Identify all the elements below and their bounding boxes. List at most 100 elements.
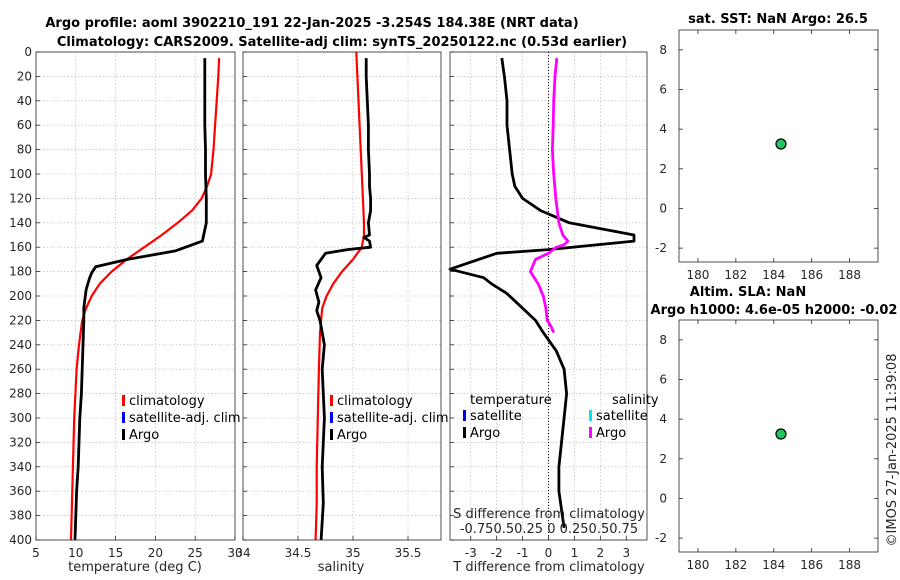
legend-swatch: [122, 412, 125, 423]
depth-tick-label: 60: [17, 118, 32, 132]
depth-tick-label: 200: [9, 289, 32, 303]
salinity-xtick-label: 34.5: [285, 546, 312, 560]
sst-ytick-label: 6: [659, 82, 667, 96]
difference-series-argo-s: [529, 57, 570, 334]
salinity-series-climatology: [314, 51, 366, 541]
difference-top-ticklabels: -0.750.50.25 0 0.250.50.75: [460, 522, 638, 537]
salinity-xlabel: salinity: [318, 560, 365, 575]
sst-xtick-label: 186: [800, 268, 823, 282]
sst-ytick-label: 8: [659, 43, 667, 57]
legend-label: satellite: [470, 409, 522, 424]
sst-ytick-label: -2: [655, 241, 667, 255]
sst-ytick-label: 2: [659, 162, 667, 176]
altim-xtick-label: 184: [762, 558, 785, 572]
salinity-xtick-label: 34: [235, 546, 250, 560]
temperature-xlabel: temperature (deg C): [68, 560, 202, 575]
figure-title-line2: Climatology: CARS2009. Satellite-adj cli…: [57, 35, 627, 50]
temperature-series-climatology: [69, 58, 221, 541]
legend-label: Argo: [129, 428, 159, 443]
depth-tick-label: 140: [9, 216, 32, 230]
legend-swatch: [463, 410, 466, 421]
difference-xtick-label: 3: [622, 546, 630, 560]
legend-title-salinity: salinity: [612, 393, 659, 408]
temperature-xtick-label: 15: [108, 546, 123, 560]
legend-label: Argo: [470, 426, 500, 441]
depth-tick-label: 320: [9, 435, 32, 449]
altim-ytick-label: 2: [659, 452, 667, 466]
sst-xtick-label: 182: [724, 268, 747, 282]
depth-tick-label: 400: [9, 533, 32, 547]
salinity-xtick-label: 35: [345, 546, 360, 560]
depth-tick-label: 380: [9, 509, 32, 523]
legend-swatch: [330, 395, 333, 406]
altim-title: Altim. SLA: NaN: [690, 285, 806, 300]
temperature-xtick-label: 20: [148, 546, 163, 560]
depth-tick-label: 80: [17, 143, 32, 157]
difference-xlabel-top: S difference from climatology: [453, 507, 645, 522]
legend-swatch: [122, 395, 125, 406]
salinity-series-argo: [314, 58, 373, 541]
legend-swatch: [589, 427, 592, 438]
legend-label: satellite: [596, 409, 648, 424]
altim-xtick-label: 182: [724, 558, 747, 572]
temperature-panel: 5 10 15 20 25 3002040608010012014016018020022…: [9, 45, 243, 560]
legend-label: climatology: [129, 394, 205, 409]
temperature-xtick-label: 30: [227, 546, 242, 560]
difference-xtick-label: -3: [465, 546, 477, 560]
sst-xtick-label: 184: [762, 268, 785, 282]
depth-tick-label: 120: [9, 191, 32, 205]
salinity-xtick-label: 35.5: [395, 546, 422, 560]
altim-ytick-label: 6: [659, 372, 667, 386]
difference-xtick-label: -2: [491, 546, 503, 560]
legend-swatch: [330, 429, 333, 440]
altim-axes-box: [678, 319, 879, 553]
difference-xtick-label: 0: [545, 546, 553, 560]
sst-xtick-label: 180: [686, 268, 709, 282]
depth-tick-label: 180: [9, 265, 32, 279]
depth-tick-label: 340: [9, 460, 32, 474]
legend-title-temperature: temperature: [470, 393, 552, 408]
temperature-series-argo: [73, 58, 208, 541]
altim-ytick-label: 8: [659, 333, 667, 347]
altim-title-2: Argo h1000: 4.6e-05 h2000: -0.02: [651, 303, 898, 318]
legend-swatch: [122, 429, 125, 440]
sst-ytick-label: 4: [659, 122, 667, 136]
difference-xtick-label: 2: [597, 546, 605, 560]
altim-xtick-label: 186: [800, 558, 823, 572]
temperature-xtick-label: 10: [68, 546, 83, 560]
altim-ytick-label: -2: [655, 531, 667, 545]
legend-label: satellite-adj. clim: [337, 411, 449, 426]
depth-tick-label: 40: [17, 94, 32, 108]
sst-data-point: [775, 138, 787, 150]
depth-tick-label: 100: [9, 167, 32, 181]
legend-label: Argo: [596, 426, 626, 441]
depth-tick-label: 0: [24, 45, 32, 59]
depth-tick-label: 280: [9, 387, 32, 401]
altim-xtick-label: 180: [686, 558, 709, 572]
figure-title-line1: Argo profile: aoml 3902210_191 22-Jan-20…: [45, 16, 578, 31]
altim-ytick-label: 4: [659, 412, 667, 426]
altim-ytick-label: 0: [659, 491, 667, 505]
sst-xtick-label: 188: [838, 268, 861, 282]
difference-xtick-label: 1: [571, 546, 579, 560]
depth-tick-label: 160: [9, 240, 32, 254]
depth-tick-label: 260: [9, 362, 32, 376]
temperature-xtick-label: 25: [188, 546, 203, 560]
legend-label: satellite-adj. clim: [129, 411, 241, 426]
sst-panel: 180 182 184 186 188 -2 0 2 4 6 8: [655, 29, 879, 282]
depth-tick-label: 360: [9, 484, 32, 498]
legend-swatch: [589, 410, 592, 421]
legend-label: Argo: [337, 428, 367, 443]
altim-data-point: [775, 428, 787, 440]
legend-swatch: [463, 427, 466, 438]
sst-ytick-label: 0: [659, 201, 667, 215]
footer-timestamp: ©IMOS 27-Jan-2025 11:39:08: [885, 354, 900, 547]
sst-axes-box: [678, 29, 879, 263]
altimetry-panel: 180 182 184 186 188 -2 0 2 4 6 8: [655, 319, 879, 572]
legend-swatch: [330, 412, 333, 423]
depth-tick-label: 300: [9, 411, 32, 425]
difference-xlabel: T difference from climatology: [452, 560, 645, 575]
temperature-xtick-label: 5: [32, 546, 40, 560]
